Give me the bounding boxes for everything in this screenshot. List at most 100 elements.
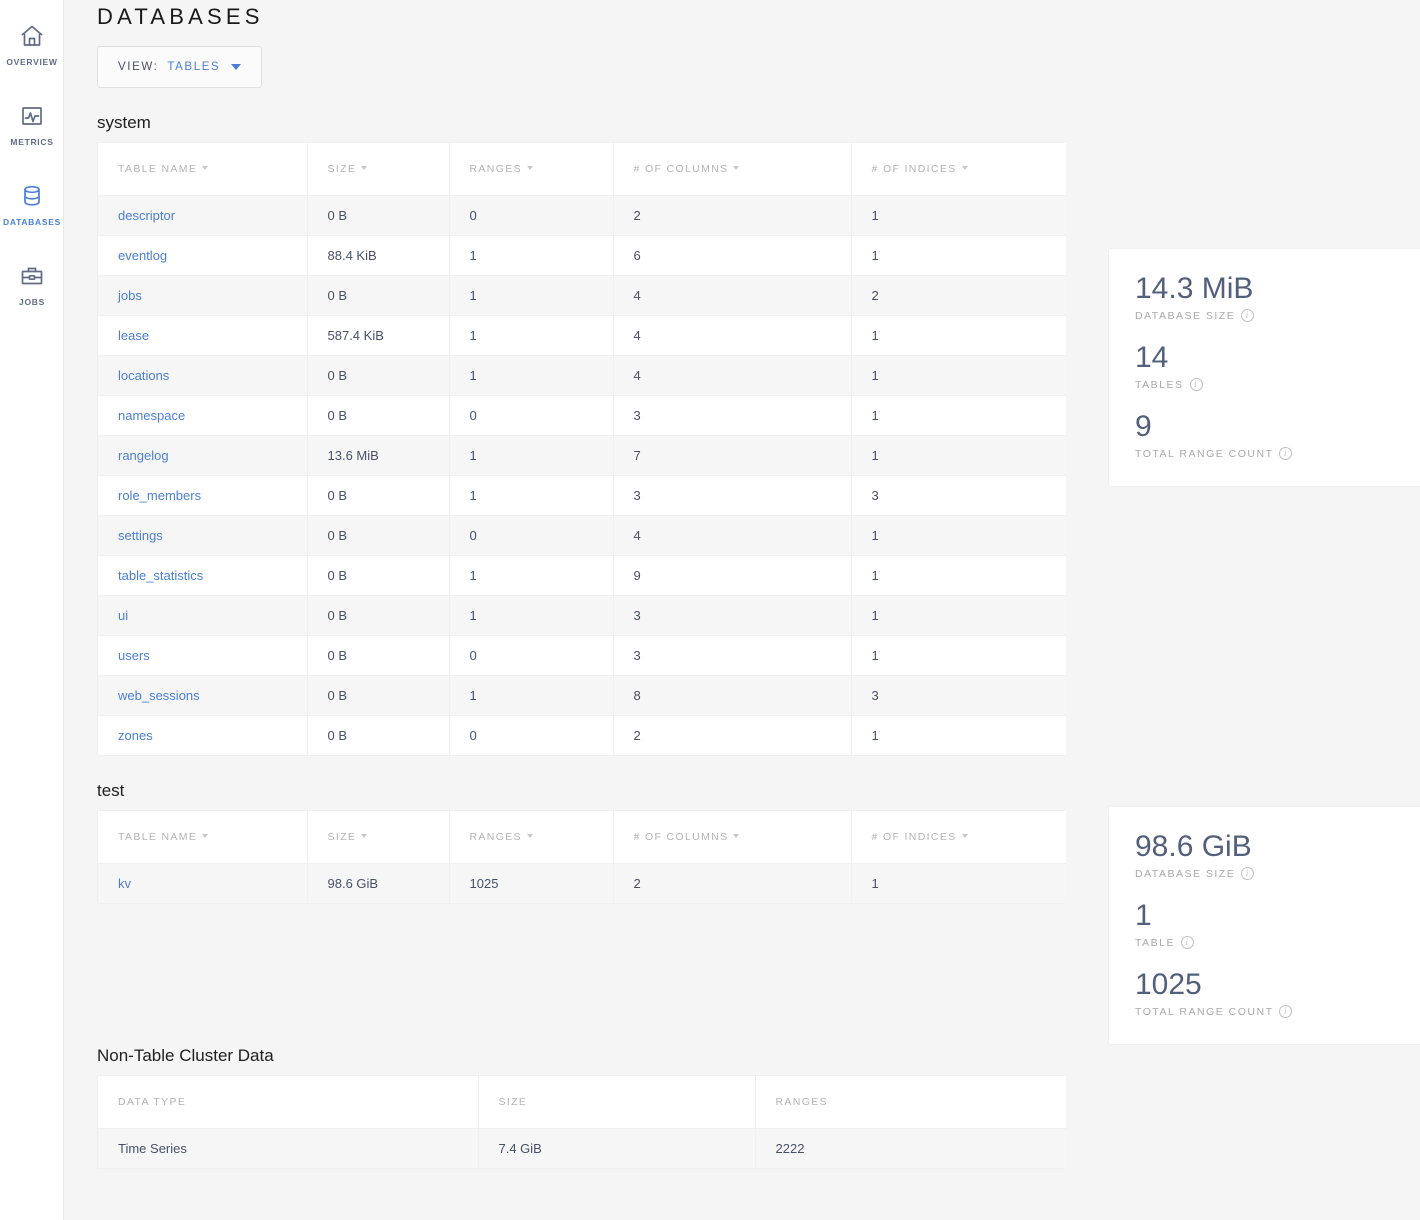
- cell-table-name: rangelog: [98, 434, 308, 475]
- cell-columns: 4: [613, 274, 852, 315]
- stat-label: TOTAL RANGE COUNT i: [1135, 447, 1403, 460]
- column-header-ranges[interactable]: RANGES: [449, 143, 614, 195]
- column-header-table-name[interactable]: TABLE NAME: [98, 143, 308, 195]
- table-row: Time Series 7.4 GiB 2222: [98, 1127, 1066, 1168]
- sort-desc-icon: [526, 833, 533, 838]
- table-link[interactable]: namespace: [118, 407, 186, 423]
- table-link[interactable]: users: [118, 647, 150, 663]
- database-name: system: [97, 113, 151, 132]
- cell-size: 88.4 KiB: [307, 234, 450, 275]
- table-link[interactable]: rangelog: [118, 447, 169, 463]
- main-content: DATABASES VIEW: TABLES system TABLE NAME…: [64, 0, 1420, 1220]
- chevron-down-icon: [231, 64, 242, 70]
- tables-table-system: TABLE NAME SIZE RANGES # OF COLUMNS # OF…: [97, 142, 1066, 756]
- stat-total-range-count: 1025 TOTAL RANGE COUNT i: [1135, 967, 1403, 1018]
- home-icon: [17, 21, 47, 51]
- column-header-columns[interactable]: # OF COLUMNS: [613, 143, 852, 195]
- cell-size: 0 B: [307, 674, 450, 715]
- stat-value: 1: [1135, 899, 1152, 932]
- info-icon[interactable]: i: [1180, 936, 1194, 949]
- cell-columns: 6: [613, 234, 852, 275]
- table-link[interactable]: table_statistics: [118, 567, 204, 583]
- cell-ranges: 2222: [755, 1127, 1066, 1168]
- table-header-row: TABLE NAME SIZE RANGES # OF COLUMNS # OF…: [98, 143, 1066, 195]
- cell-table-name: table_statistics: [98, 554, 308, 595]
- cell-indices: 1: [851, 234, 1066, 275]
- cell-columns: 2: [613, 194, 852, 235]
- sidebar-item-overview[interactable]: OVERVIEW: [0, 4, 64, 84]
- table-link[interactable]: web_sessions: [118, 687, 200, 703]
- table-link[interactable]: kv: [118, 875, 131, 891]
- cell-size: 587.4 KiB: [307, 314, 450, 355]
- sidebar-item-databases[interactable]: DATABASES: [0, 164, 64, 244]
- column-header-ranges: RANGES: [755, 1076, 1066, 1128]
- column-header-table-name[interactable]: TABLE NAME: [98, 811, 308, 863]
- info-icon[interactable]: i: [1279, 447, 1293, 460]
- stat-value: 9: [1135, 410, 1152, 443]
- cell-ranges: 1: [449, 314, 614, 355]
- database-icon: [17, 181, 47, 211]
- cell-columns: 2: [613, 862, 852, 903]
- table-link[interactable]: lease: [118, 327, 150, 343]
- table-body-test: kv 98.6 GiB 1025 2 1: [98, 862, 1066, 903]
- cell-table-name: namespace: [98, 394, 308, 435]
- info-icon[interactable]: i: [1189, 378, 1203, 391]
- sidebar-item-label: OVERVIEW: [6, 57, 58, 67]
- cell-table-name: ui: [98, 594, 308, 635]
- table-link[interactable]: eventlog: [118, 247, 168, 263]
- cell-indices: 1: [851, 714, 1066, 755]
- sidebar-item-metrics[interactable]: METRICS: [0, 84, 64, 164]
- sort-desc-icon: [733, 833, 740, 838]
- stat-label: TABLES i: [1135, 378, 1403, 391]
- sidebar-item-label: METRICS: [10, 137, 54, 147]
- info-icon[interactable]: i: [1279, 1005, 1293, 1018]
- cell-indices: 1: [851, 394, 1066, 435]
- cell-indices: 1: [851, 354, 1066, 395]
- table-link[interactable]: zones: [118, 727, 153, 743]
- cell-size: 0 B: [307, 634, 450, 675]
- cell-size: 0 B: [307, 594, 450, 635]
- sort-desc-icon: [202, 833, 209, 838]
- table-link[interactable]: ui: [118, 607, 129, 623]
- column-header-columns[interactable]: # OF COLUMNS: [613, 811, 852, 863]
- table-link[interactable]: descriptor: [118, 207, 176, 223]
- column-header-size[interactable]: SIZE: [307, 811, 450, 863]
- cell-size: 0 B: [307, 554, 450, 595]
- cell-indices: 2: [851, 274, 1066, 315]
- table-link[interactable]: locations: [118, 367, 170, 383]
- column-header-indices[interactable]: # OF INDICES: [851, 143, 1066, 195]
- cell-ranges: 1: [449, 354, 614, 395]
- table-link[interactable]: settings: [118, 527, 163, 543]
- cell-columns: 4: [613, 514, 852, 555]
- sort-desc-icon: [526, 165, 533, 170]
- column-header-indices[interactable]: # OF INDICES: [851, 811, 1066, 863]
- stat-label: DATABASE SIZE i: [1135, 309, 1403, 322]
- cell-columns: 9: [613, 554, 852, 595]
- cell-ranges: 1: [449, 234, 614, 275]
- cell-columns: 3: [613, 634, 852, 675]
- column-header-size[interactable]: SIZE: [307, 143, 450, 195]
- column-header-ranges[interactable]: RANGES: [449, 811, 614, 863]
- info-icon[interactable]: i: [1241, 309, 1255, 322]
- stat-value: 14: [1135, 341, 1169, 374]
- table-link[interactable]: role_members: [118, 487, 202, 503]
- table-link[interactable]: jobs: [118, 287, 142, 303]
- sort-desc-icon: [733, 165, 740, 170]
- sidebar-item-jobs[interactable]: JOBS: [0, 244, 64, 324]
- cell-ranges: 1: [449, 594, 614, 635]
- cell-size: 13.6 MiB: [307, 434, 450, 475]
- stat-label-text: TOTAL RANGE COUNT: [1135, 1005, 1274, 1018]
- cell-table-name: zones: [98, 714, 308, 755]
- cell-table-name: descriptor: [98, 194, 308, 235]
- cell-size: 0 B: [307, 394, 450, 435]
- info-icon[interactable]: i: [1241, 867, 1255, 880]
- view-selector-dropdown[interactable]: VIEW: TABLES: [97, 46, 263, 88]
- sort-desc-icon: [961, 833, 968, 838]
- column-header-data-type: DATA TYPE: [98, 1076, 479, 1128]
